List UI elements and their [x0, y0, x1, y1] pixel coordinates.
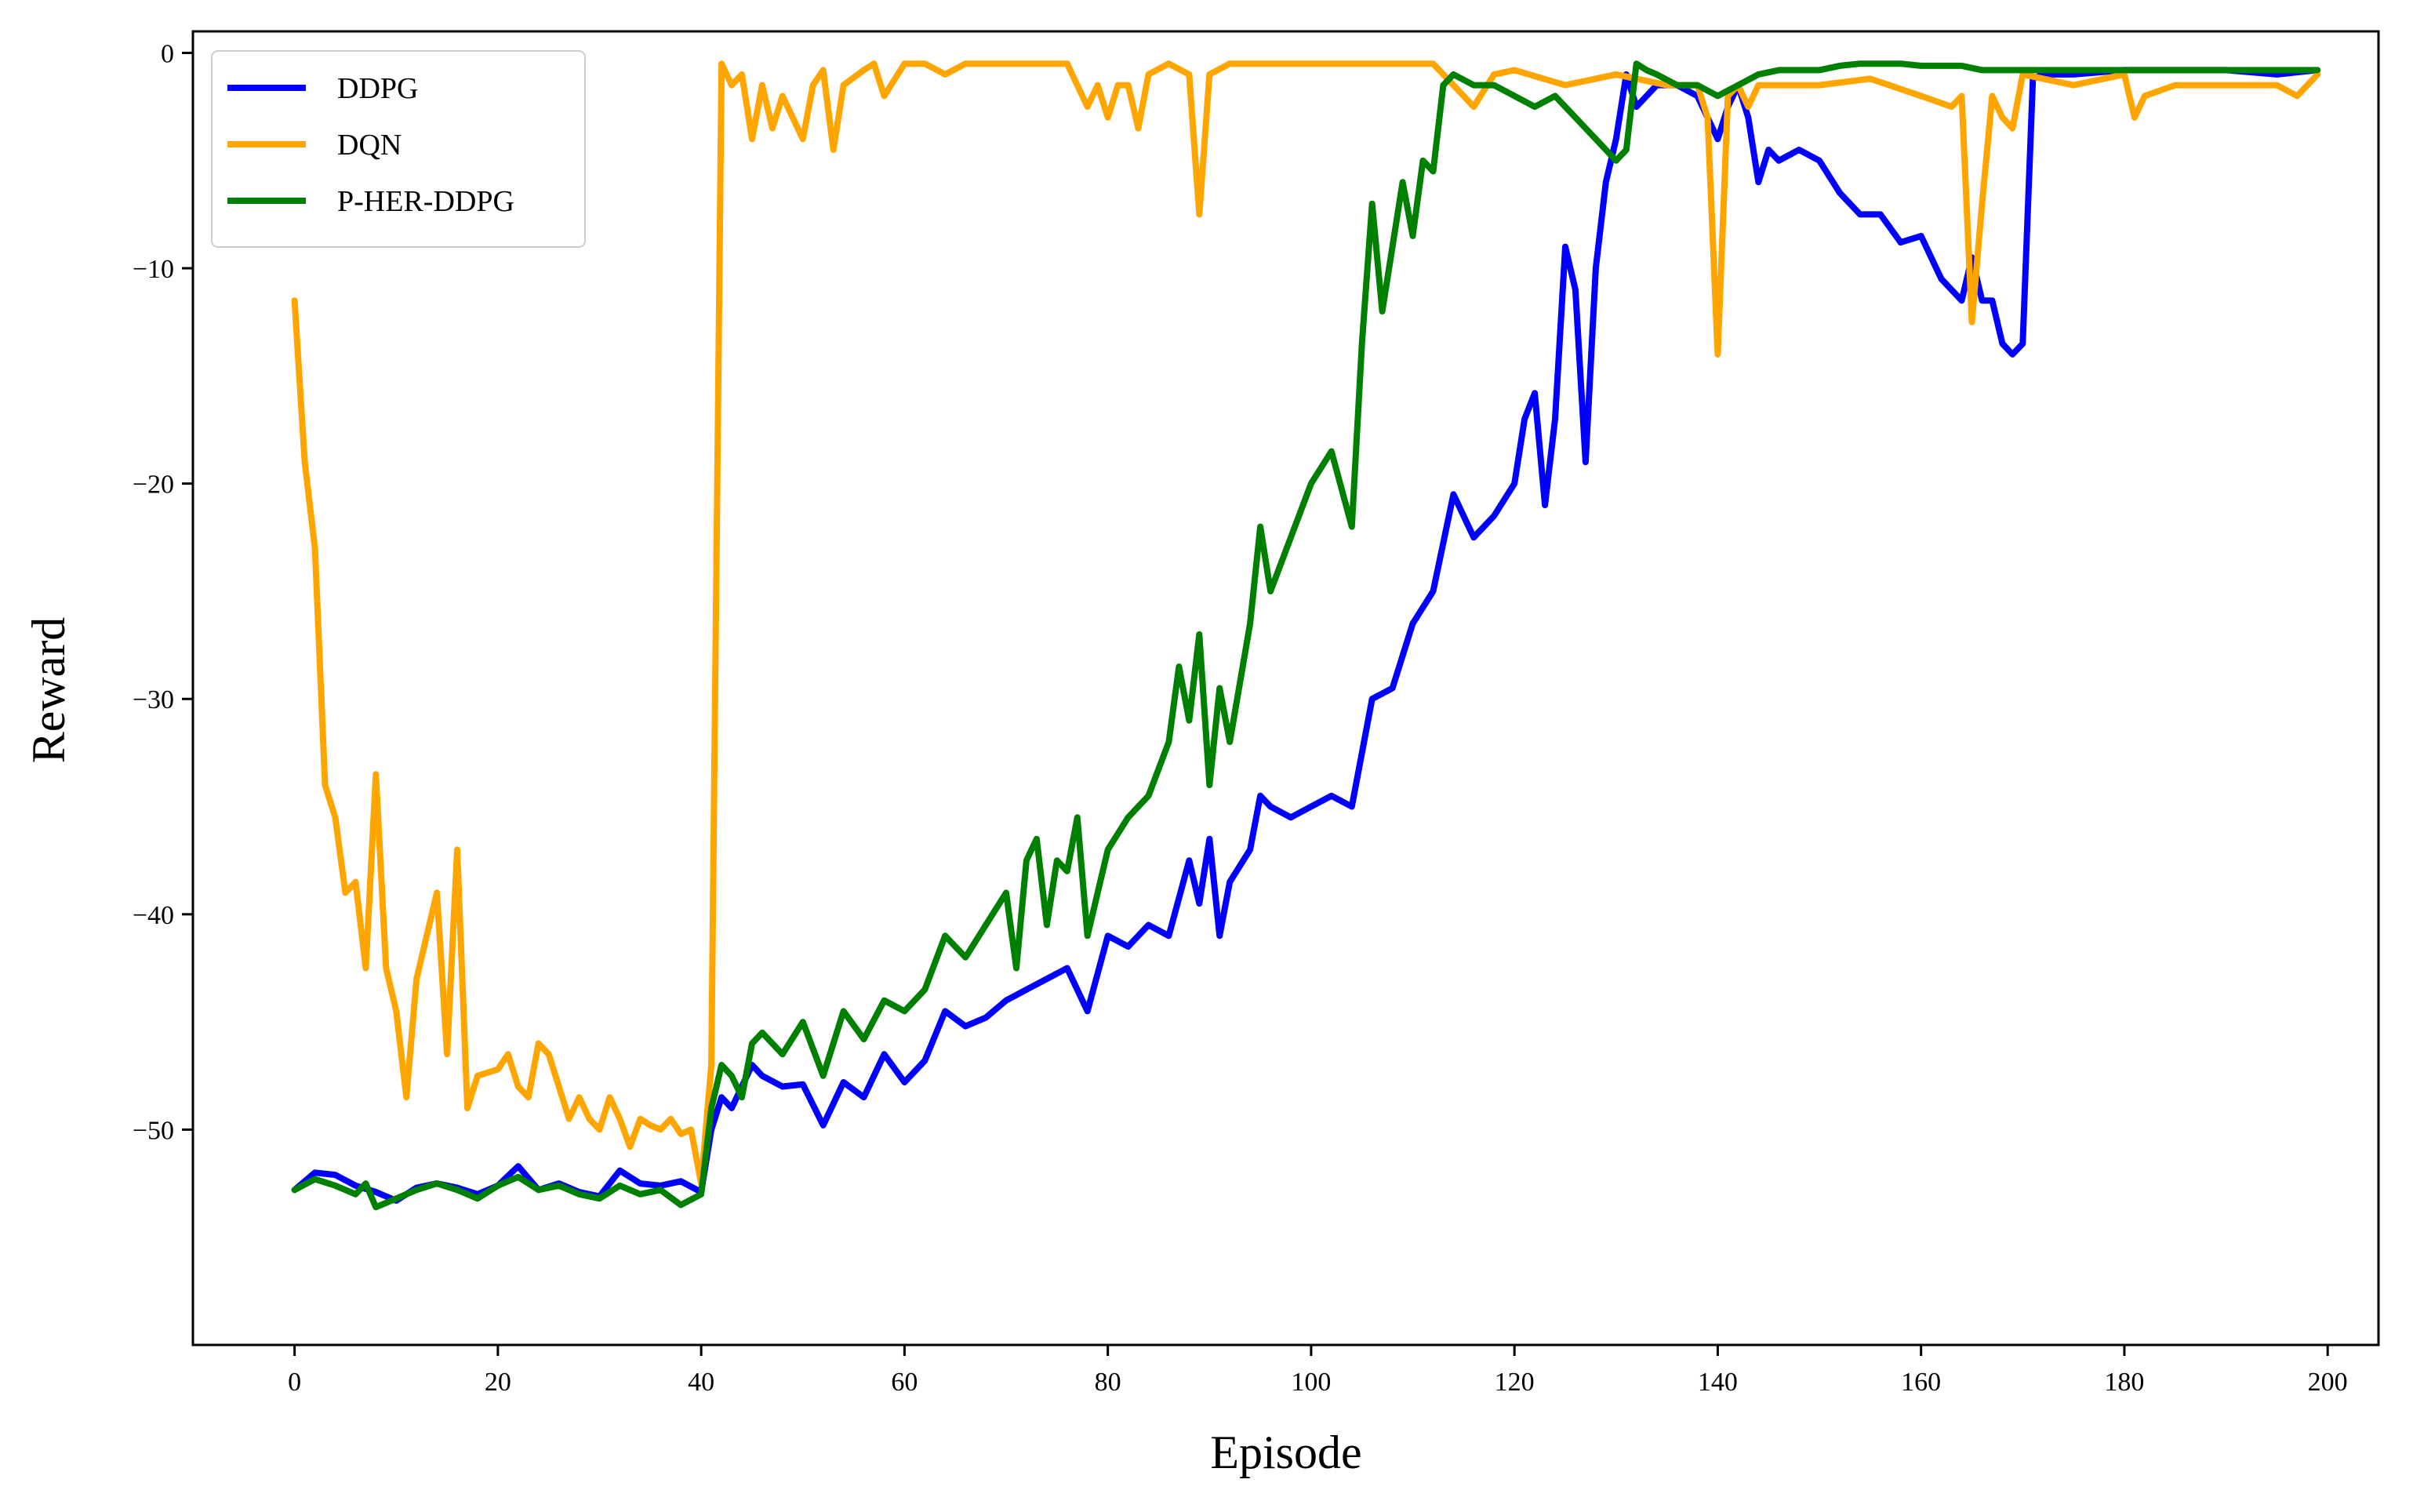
x-tick-label: 100	[1291, 1368, 1331, 1397]
x-tick-label: 60	[891, 1368, 918, 1397]
x-tick-label: 140	[1698, 1368, 1738, 1397]
x-tick-label: 180	[2104, 1368, 2144, 1397]
y-tick-label: −50	[133, 1116, 174, 1145]
plot-frame	[191, 30, 2380, 1347]
legend-label: DDPG	[337, 72, 418, 105]
x-tick-label: 200	[2308, 1368, 2348, 1397]
x-tick-label: 120	[1495, 1368, 1535, 1397]
x-tick-label: 160	[1901, 1368, 1941, 1397]
x-axis-ticks: 0 20 40 60 80 100 120 140 160 180 200	[288, 1345, 2348, 1397]
y-axis-ticks: −50 −40 −30 −20 −10 0	[133, 39, 193, 1145]
y-tick-label: −10	[133, 255, 174, 284]
y-tick-label: −40	[133, 901, 174, 930]
y-tick-label: 0	[161, 39, 174, 68]
legend-label: DQN	[337, 129, 402, 162]
x-axis-title: Episode	[1210, 1427, 1361, 1478]
series-line-p-her-ddpg	[291, 60, 2321, 1211]
y-tick-label: −20	[133, 471, 174, 500]
x-tick-label: 80	[1095, 1368, 1121, 1397]
series-line-ddpg	[291, 67, 2321, 1204]
x-tick-label: 20	[485, 1368, 511, 1397]
y-axis-title: Reward	[23, 617, 74, 764]
series-layer	[291, 60, 2321, 1211]
x-tick-label: 40	[688, 1368, 714, 1397]
legend-label: P-HER-DDPG	[337, 185, 514, 218]
legend: DDPG DQN P-HER-DDPG	[211, 50, 586, 248]
y-tick-label: −30	[133, 685, 174, 714]
x-tick-label: 0	[288, 1368, 301, 1397]
series-line-dqn	[291, 60, 2321, 1187]
